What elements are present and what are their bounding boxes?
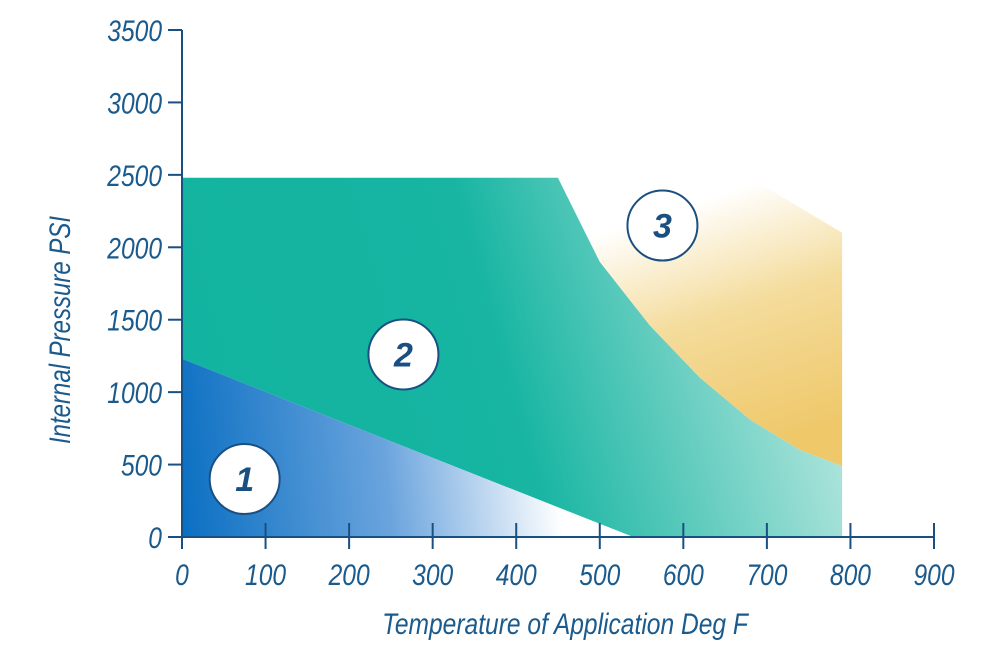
y-tick-label: 2000 <box>106 231 162 265</box>
x-tick-label: 900 <box>913 558 955 592</box>
zone-3-label: 3 <box>653 208 672 246</box>
x-tick-label: 0 <box>175 558 189 592</box>
zone-2-badge: 2 <box>367 318 440 391</box>
zones <box>182 177 843 538</box>
zone-1-area <box>182 358 634 537</box>
x-tick-label: 500 <box>579 558 621 592</box>
y-tick-label: 1500 <box>107 303 162 337</box>
zone-1-label: 1 <box>235 461 254 499</box>
x-axis-title: Temperature of Application Deg F <box>382 607 750 641</box>
x-tick-label: 400 <box>496 558 538 592</box>
y-tick-label: 0 <box>148 521 162 555</box>
y-tick-label: 1000 <box>107 376 162 410</box>
zone-1-circle <box>208 443 281 516</box>
zone-3-area <box>558 177 843 467</box>
x-tick-label: 300 <box>412 558 454 592</box>
x-tick-label: 600 <box>663 558 705 592</box>
y-tick-label: 2500 <box>106 159 162 193</box>
y-axis: Internal Pressure PSI <box>42 30 183 537</box>
zone-2-circle <box>367 318 440 391</box>
x-tick-label: 800 <box>830 558 872 592</box>
y-axis-title: Internal Pressure PSI <box>42 216 76 444</box>
zone-3-circle <box>626 189 699 262</box>
x-axis: Temperature of Application Deg F <box>182 536 934 641</box>
x-tick-label: 200 <box>328 558 371 592</box>
x-tick-label: 700 <box>746 558 788 592</box>
x-tick-label: 100 <box>245 558 287 592</box>
zone-3-badge: 3 <box>626 189 699 262</box>
zone-labels: 1 2 3 <box>208 189 699 516</box>
y-tick-label: 3000 <box>107 86 162 120</box>
zone-1-badge: 1 <box>208 443 281 516</box>
y-tick-label: 500 <box>121 448 163 482</box>
zone-2-area <box>182 177 843 538</box>
zone-2-label: 2 <box>393 336 413 374</box>
y-tick-label: 3500 <box>107 14 162 48</box>
